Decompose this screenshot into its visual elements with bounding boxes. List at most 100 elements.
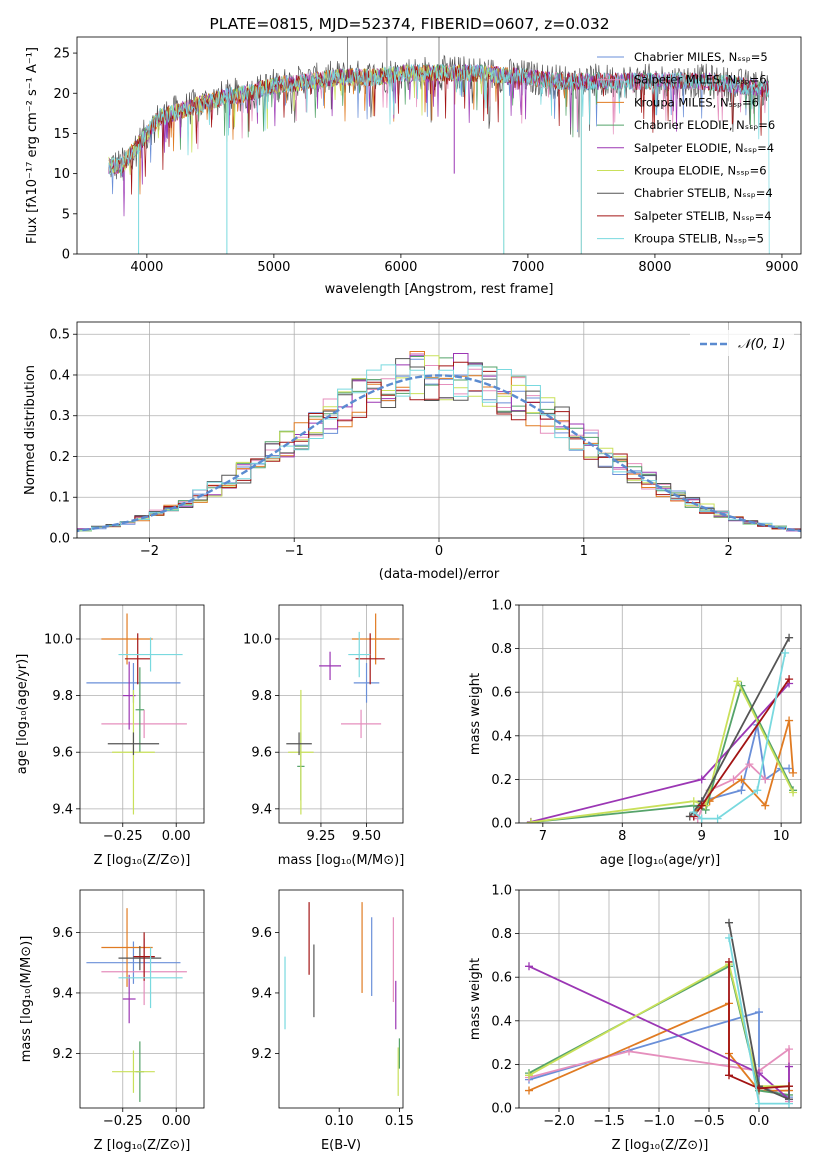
weight-marker (725, 933, 733, 942)
errorbar-kroupa_miles (101, 908, 153, 987)
x-tick-label: 7000 (511, 260, 544, 275)
errorbar-chabrier_stelib (107, 732, 160, 756)
x-tick-label: −2.0 (543, 1114, 575, 1129)
errorbar-kroupa_miles (101, 613, 153, 665)
errorbar-salpeter_elodie (122, 974, 136, 1024)
y-tick-label: 1.0 (491, 884, 512, 899)
y-axis-label: mass [log₁₀(M/M⊙)] (19, 936, 34, 1063)
x-axis-label: age [log₁₀(age/yr)] (600, 853, 721, 868)
legend-entry-kroupa_elodie: Kroupa ELODIE, Nₛₛₚ=6 (634, 164, 767, 178)
weight-marker (697, 814, 706, 823)
y-tick-label: 20 (53, 87, 70, 102)
y-tick-label: 0.5 (49, 328, 70, 343)
weight-marker (697, 775, 706, 784)
weight-marker (761, 775, 770, 784)
y-axis-label: Normed distribution (23, 365, 38, 495)
x-tick-label: 9 (698, 829, 706, 844)
y-tick-label: 0.0 (491, 817, 512, 832)
panel-4: 7 8 9 10 0.0 0.2 0.4 0.6 0.8 1.0 age [log₁₀(age/yr… (468, 599, 802, 868)
y-tick-label: 0.3 (49, 409, 70, 424)
axes-frame (278, 889, 404, 1109)
x-tick-label: −2 (140, 544, 159, 559)
y-tick-label: 10.0 (44, 632, 73, 647)
weight-marker (725, 957, 733, 966)
legend-entry-kroupa_stelib: Kroupa STELIB, Nₛₛₚ=5 (634, 232, 764, 246)
weight-series-kroupa_stelib (689, 648, 790, 823)
panel-6: 0.10 0.15 9.2 9.4 9.6 E(B-V) (251, 889, 414, 1153)
weight-line (728, 961, 790, 1090)
x-axis-label: Z [log₁₀(Z/Z⊙)] (612, 1138, 709, 1153)
panel-5: −0.25 0.00 9.2 9.4 9.6 Z [log₁₀(Z/Z⊙)] mass [l… (19, 889, 205, 1153)
errorbar-kroupa_stelib (118, 947, 183, 1009)
errorbar-kroupa_elodie (288, 689, 314, 815)
weight-marker (781, 648, 790, 657)
x-tick-label: −1.5 (593, 1114, 625, 1129)
y-tick-label: 9.4 (251, 802, 272, 817)
errorbar-kroupa_elodie (112, 1050, 155, 1093)
y-tick-label: 9.4 (52, 802, 73, 817)
weight-marker (526, 818, 535, 823)
y-tick-label: 9.2 (52, 1047, 73, 1062)
y-tick-label: 9.6 (251, 746, 272, 761)
y-tick-label: 0.2 (491, 773, 512, 788)
weight-marker (737, 775, 746, 784)
x-axis-label: (data-model)/error (379, 567, 500, 582)
y-tick-label: 0.0 (491, 1102, 512, 1117)
weight-line (530, 683, 794, 823)
x-tick-label: 0.0 (749, 1114, 770, 1129)
weight-marker (785, 675, 794, 684)
errorbar-chabrier_elodie (135, 667, 145, 753)
x-axis-label: E(B-V) (321, 1138, 361, 1153)
y-tick-label: 0.4 (491, 729, 512, 744)
x-tick-label: 8 (618, 829, 626, 844)
axes-frame (518, 604, 802, 824)
weight-line (728, 922, 790, 1101)
weight-marker (737, 786, 746, 795)
weight-marker (733, 677, 742, 686)
x-tick-label: −1 (285, 544, 304, 559)
panel-0: 4000 5000 6000 7000 8000 9000 0 5 10 15 20 25 PLATE=… (25, 15, 802, 297)
axes-frame (79, 604, 205, 824)
weight-marker (725, 1071, 733, 1080)
weight-marker (785, 633, 794, 642)
errorbar-chabrier_stelib (286, 732, 312, 756)
panel-2: −0.25 0.00 9.4 9.6 9.8 10.0 Z [log₁₀(Z/Z⊙)] age… (15, 604, 205, 868)
weight-marker (697, 801, 706, 810)
weight-marker (785, 716, 794, 725)
weight-marker (525, 1086, 533, 1095)
x-tick-label: 10 (773, 829, 790, 844)
y-tick-label: 9.6 (251, 926, 272, 941)
weight-marker (525, 962, 533, 971)
axes-frame (76, 36, 802, 255)
weight-marker (785, 1082, 793, 1091)
x-axis-label: Z [log₁₀(Z/Z⊙)] (94, 1138, 191, 1153)
x-axis-label: Z [log₁₀(Z/Z⊙)] (94, 853, 191, 868)
errorbar-chabrier_stelib (118, 946, 162, 971)
legend-entry-kroupa_miles: Kroupa MILES, Nₛₛₚ=6 (634, 95, 759, 109)
axes-frame (76, 321, 802, 539)
y-tick-label: 9.8 (251, 689, 272, 704)
weight-marker (753, 786, 762, 795)
errorbar-chabrier_miles (353, 663, 380, 703)
legend-entry-salpeter_elodie: Salpeter ELODIE, Nₛₛₚ=4 (634, 141, 774, 155)
errorbar-salpeter_stelib (124, 633, 151, 685)
plot-area (77, 322, 801, 538)
plot-area (80, 605, 204, 823)
legend-entry-chabrier_miles: Chabrier MILES, Nₛₛₚ=5 (634, 50, 768, 64)
x-tick-label: 1 (580, 544, 588, 559)
weight-marker (689, 797, 698, 806)
y-tick-label: 0 (62, 248, 70, 263)
plot-area (519, 605, 801, 823)
weight-marker (625, 1047, 633, 1056)
y-tick-label: 9.8 (52, 689, 73, 704)
legend-entry-chabrier_elodie: Chabrier ELODIE, Nₛₛₚ=6 (634, 118, 775, 132)
legend: Chabrier MILES, Nₛₛₚ=5 Salpeter MILES, Nₛ… (597, 50, 775, 246)
chart-title: PLATE=0815, MJD=52374, FIBERID=0607, z=0… (209, 15, 609, 33)
weight-series-kroupa_stelib (725, 933, 793, 1108)
legend-entry-normal: 𝒩(0, 1) (738, 337, 785, 352)
x-tick-label: −0.25 (103, 1114, 143, 1129)
x-tick-label: 5000 (257, 260, 290, 275)
errorbar-chabrier_miles (86, 941, 181, 984)
errorbar-salpeter_elodie (319, 651, 341, 681)
